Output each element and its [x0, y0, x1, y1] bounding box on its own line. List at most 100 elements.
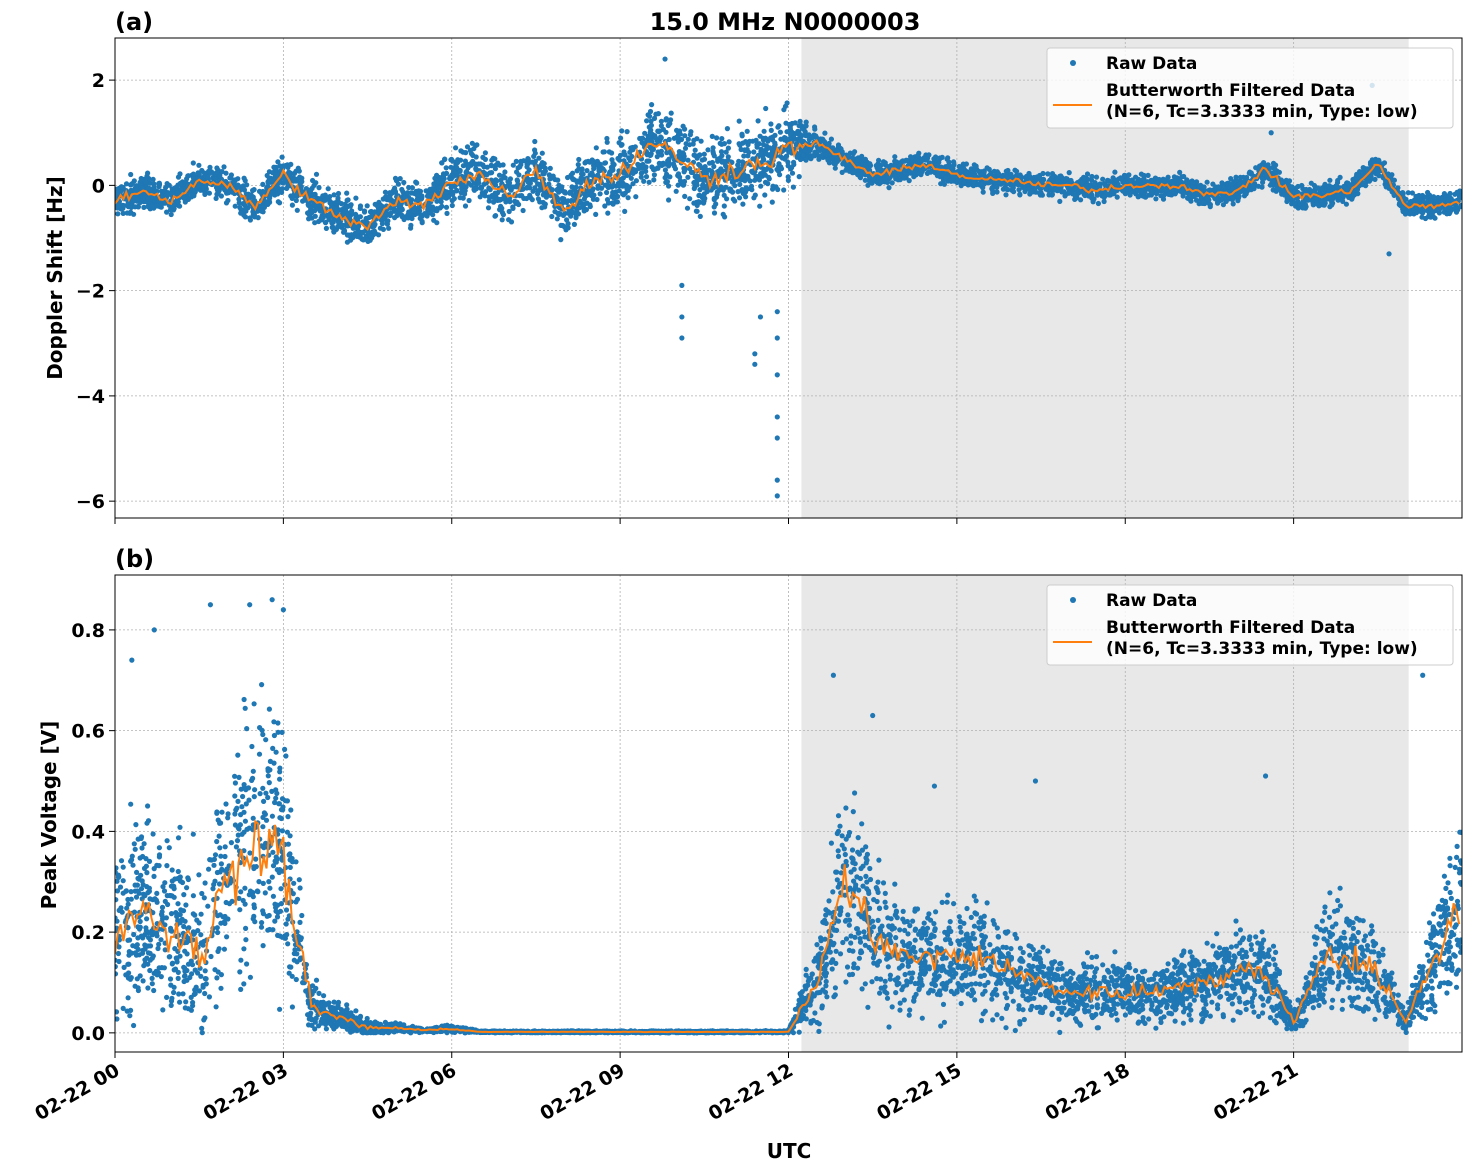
raw-data-point	[747, 139, 752, 144]
raw-data-point	[521, 208, 526, 213]
raw-data-point	[619, 128, 624, 133]
raw-data-point	[699, 139, 704, 144]
raw-data-point	[1314, 201, 1319, 206]
raw-data-point	[511, 163, 516, 168]
raw-data-point	[336, 191, 341, 196]
raw-data-point	[622, 209, 627, 214]
raw-data-point	[1003, 192, 1008, 197]
raw-data-point	[702, 152, 707, 157]
raw-data-point	[740, 202, 745, 207]
raw-data-point	[1050, 192, 1055, 197]
raw-data-point	[576, 157, 581, 162]
raw-data-point	[451, 168, 456, 173]
raw-data-point	[800, 126, 805, 131]
raw-data-point	[667, 121, 672, 126]
raw-data-point	[1142, 194, 1147, 199]
raw-data-point	[497, 163, 502, 168]
raw-data-point	[816, 157, 821, 162]
raw-data-point	[1126, 172, 1131, 177]
raw-data-point	[1417, 197, 1422, 202]
raw-data-point	[1221, 202, 1226, 207]
raw-data-point	[1454, 210, 1459, 215]
raw-data-point	[697, 163, 702, 168]
raw-data-point	[1205, 196, 1210, 201]
raw-data-point	[719, 149, 724, 154]
raw-data-point	[261, 190, 266, 195]
raw-data-point	[1231, 201, 1236, 206]
raw-data-point	[329, 219, 334, 224]
raw-data-point	[715, 157, 720, 162]
raw-data-point	[1292, 200, 1297, 205]
raw-data-point	[812, 127, 817, 132]
raw-data-point	[1202, 184, 1207, 189]
raw-data-point	[795, 154, 800, 159]
raw-data-point	[695, 156, 700, 161]
raw-data-point	[1082, 176, 1087, 181]
raw-data-point	[737, 195, 742, 200]
raw-data-point	[607, 171, 612, 176]
raw-data-point	[380, 221, 385, 226]
raw-data-point	[647, 114, 652, 119]
raw-data-point	[928, 170, 933, 175]
raw-data-point	[125, 210, 130, 215]
raw-data-point	[1295, 184, 1300, 189]
raw-data-point	[772, 133, 777, 138]
raw-data-point	[582, 208, 587, 213]
raw-data-point	[267, 169, 272, 174]
raw-data-point	[555, 178, 560, 183]
raw-data-point	[1250, 183, 1255, 188]
raw-data-point	[151, 177, 156, 182]
raw-data-point	[524, 196, 529, 201]
raw-data-point	[206, 169, 211, 174]
raw-data-point	[682, 194, 687, 199]
raw-data-point	[393, 176, 398, 181]
raw-data-point	[172, 185, 177, 190]
raw-data-point	[1196, 183, 1201, 188]
raw-data-point	[489, 158, 494, 163]
raw-data-point	[786, 178, 791, 183]
raw-data-point	[677, 175, 682, 180]
raw-data-point	[344, 191, 349, 196]
raw-data-point	[309, 210, 314, 215]
raw-data-point	[515, 177, 520, 182]
raw-data-point	[1459, 204, 1464, 209]
raw-data-point	[893, 174, 898, 179]
raw-data-point	[539, 205, 544, 210]
raw-data-point	[336, 199, 341, 204]
raw-data-point	[829, 137, 834, 142]
raw-data-point	[648, 119, 653, 124]
raw-data-point	[430, 212, 435, 217]
raw-data-point	[442, 157, 447, 162]
raw-data-point	[656, 111, 661, 116]
raw-data-point	[1161, 178, 1166, 183]
raw-data-point	[175, 190, 180, 195]
raw-data-point	[1327, 183, 1332, 188]
raw-data-point	[798, 119, 803, 124]
raw-data-point	[248, 217, 253, 222]
raw-data-point	[648, 109, 653, 114]
raw-data-point	[280, 186, 285, 191]
raw-data-point	[1322, 182, 1327, 187]
raw-data-point	[1101, 193, 1106, 198]
raw-data-point	[453, 145, 458, 150]
raw-data-point	[994, 185, 999, 190]
raw-data-point	[863, 178, 868, 183]
raw-data-point	[1166, 192, 1171, 197]
raw-data-point	[721, 212, 726, 217]
raw-data-point	[1037, 175, 1042, 180]
raw-data-point	[1459, 194, 1464, 199]
raw-data-point	[358, 203, 363, 208]
raw-data-point	[959, 168, 964, 173]
raw-data-point	[1335, 178, 1340, 183]
raw-data-point	[756, 118, 761, 123]
raw-data-point	[549, 214, 554, 219]
raw-data-point	[594, 145, 599, 150]
panel-a-ylabel: Doppler Shift [Hz]	[43, 176, 67, 380]
raw-data-point	[540, 151, 545, 156]
raw-data-point	[691, 201, 696, 206]
raw-data-point	[843, 168, 848, 173]
raw-data-point	[1064, 176, 1069, 181]
raw-data-point	[415, 193, 420, 198]
raw-data-point	[384, 219, 389, 224]
